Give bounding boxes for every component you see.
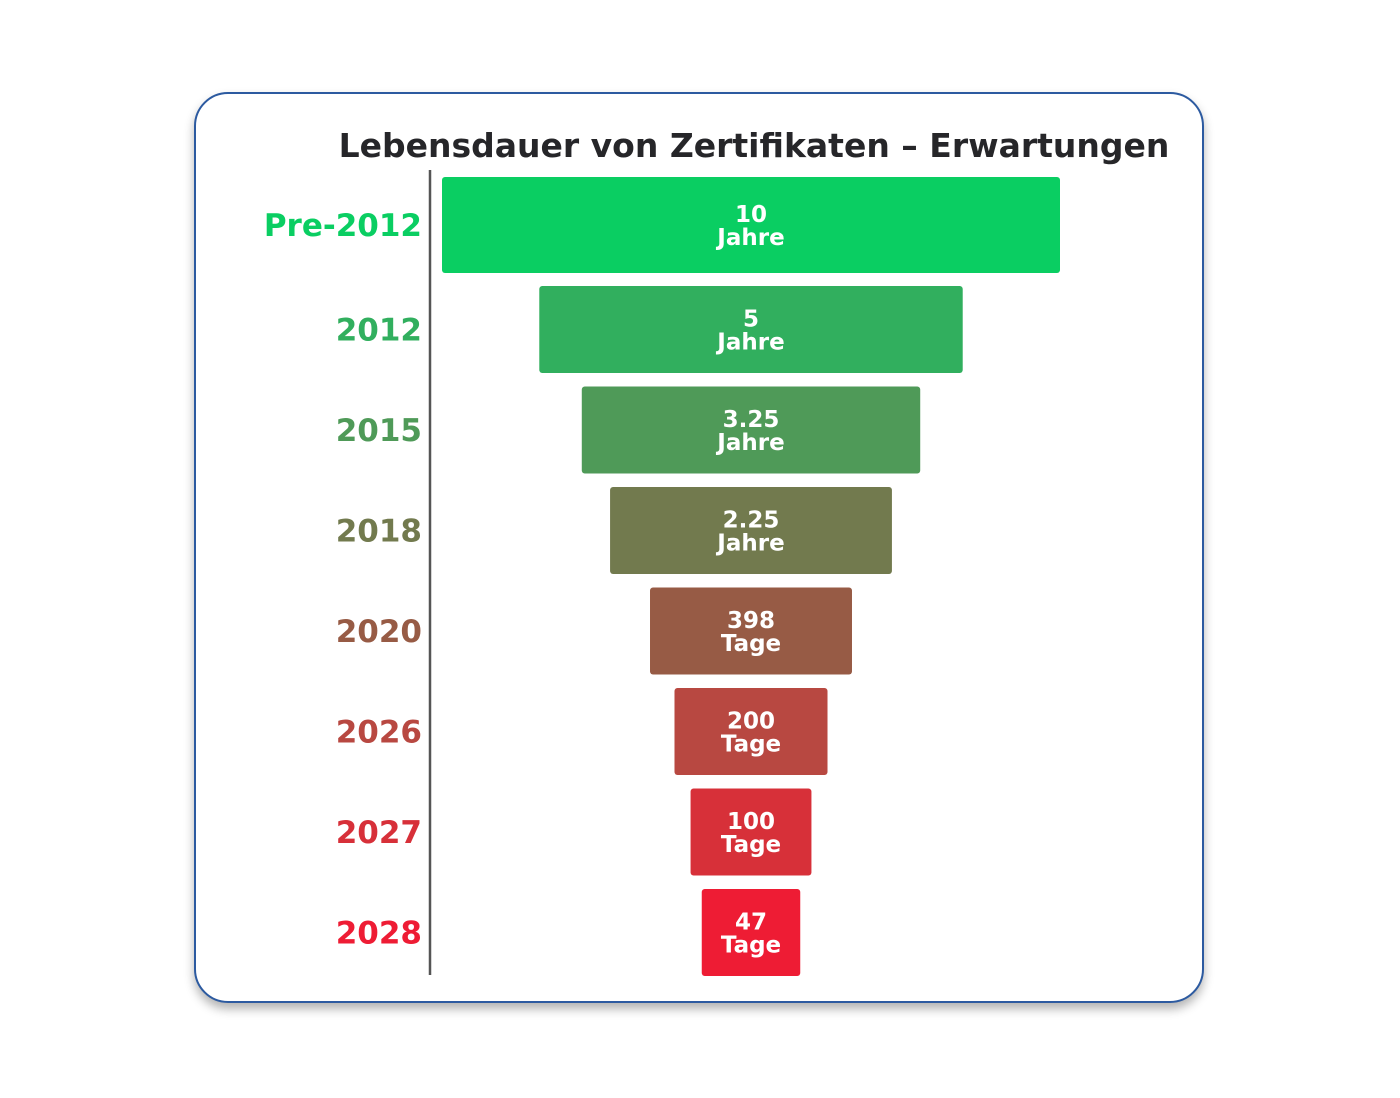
chart-title: Lebensdauer von Zertifikaten – Erwartung… <box>338 126 1170 165</box>
bar-unit: Tage <box>721 631 781 657</box>
bar-2015 <box>581 386 921 474</box>
bar-unit: Jahre <box>715 330 784 356</box>
bar-value: 3.25 <box>723 407 780 433</box>
bar-2028 <box>701 889 801 976</box>
bar-value: 100 <box>727 809 775 835</box>
category-label-2012: 2012 <box>336 313 422 349</box>
category-labels: Pre-2012 2012 2015 2018 2020 2026 2027 2028 <box>264 208 422 952</box>
bar-2012 <box>539 286 963 373</box>
category-label-2015: 2015 <box>336 413 422 449</box>
bar-label-2028: 47 Tage <box>721 910 781 959</box>
bar-label-2027: 100 Tage <box>721 809 781 858</box>
bar-2027 <box>690 788 812 876</box>
bar-value: 47 <box>735 910 767 936</box>
bar-label-2012: 5 Jahre <box>715 307 784 356</box>
category-label-pre-2012: Pre-2012 <box>264 208 422 244</box>
bar-unit: Tage <box>721 832 781 858</box>
bar-unit: Jahre <box>715 430 784 456</box>
category-label-2018: 2018 <box>336 514 422 550</box>
bar-unit: Jahre <box>715 531 784 557</box>
category-label-2026: 2026 <box>336 715 422 751</box>
bar-value: 200 <box>727 709 775 735</box>
category-label-2020: 2020 <box>336 614 422 650</box>
bar-label-pre-2012: 10 Jahre <box>715 202 784 251</box>
bar-unit: Tage <box>721 933 781 959</box>
bar-value: 2.25 <box>723 508 780 534</box>
bar-value: 398 <box>727 608 775 634</box>
bar-pre-2012 <box>442 177 1060 273</box>
bar-label-2020: 398 Tage <box>721 608 781 657</box>
category-label-2027: 2027 <box>336 815 422 851</box>
bar-2026 <box>674 688 828 775</box>
bar-unit: Tage <box>721 732 781 758</box>
bar-label-2026: 200 Tage <box>721 709 781 758</box>
bar-label-2018: 2.25 Jahre <box>715 508 784 557</box>
bar-label-2015: 3.25 Jahre <box>715 407 784 456</box>
bar-value: 10 <box>735 202 767 228</box>
bar-value: 5 <box>743 307 759 333</box>
bar-unit: Jahre <box>715 225 784 251</box>
category-label-2028: 2028 <box>336 916 422 952</box>
bar-2020 <box>650 587 852 675</box>
bar-2018 <box>610 487 892 574</box>
